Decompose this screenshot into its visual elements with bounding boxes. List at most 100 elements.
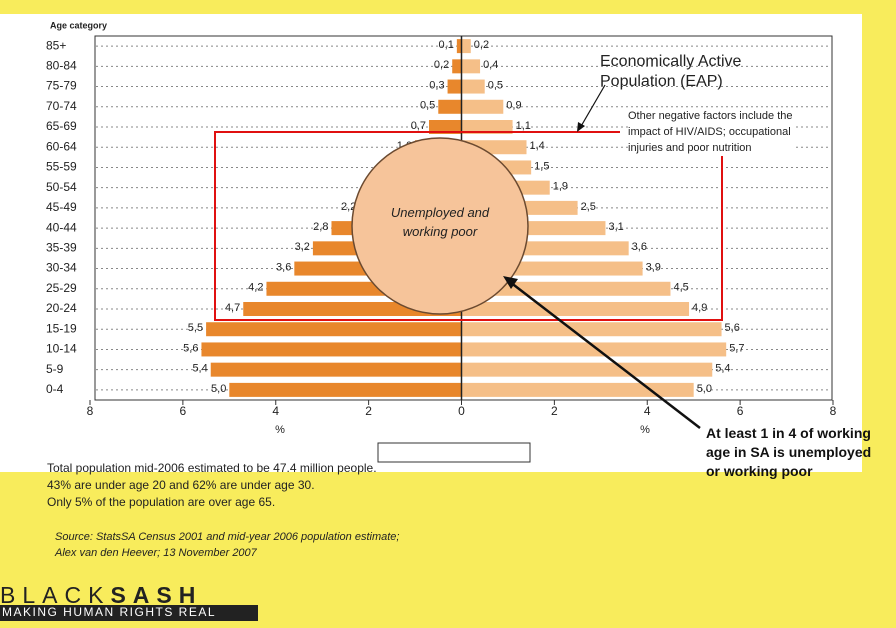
logo-bar (0, 605, 258, 621)
data-label: 5,7 (729, 342, 744, 354)
bar (206, 322, 462, 337)
data-label: 5,6 (183, 342, 198, 354)
data-label: 0,7 (411, 120, 426, 132)
y-tick-label: 55-59 (46, 160, 77, 174)
y-tick-label: 30-34 (46, 261, 77, 275)
data-label: 1,1 (516, 120, 531, 132)
y-tick-label: 80-84 (46, 59, 77, 73)
data-label: 1,5 (534, 160, 549, 172)
data-label: 2,5 (581, 201, 596, 213)
x-axis-title: % (275, 424, 285, 436)
logo-name: BLACKSASH (0, 582, 202, 608)
y-tick-label: 20-24 (46, 301, 77, 315)
highlight-circle (351, 137, 529, 315)
x-tick-label: 2 (551, 404, 558, 418)
y-tick-label: 50-54 (46, 180, 77, 194)
eap-label: Economically Active Population (EAP) (600, 53, 742, 90)
note-line: Total population mid-2006 estimated to b… (47, 461, 377, 475)
data-label: 5,6 (725, 322, 740, 334)
y-tick-label: 75-79 (46, 79, 77, 93)
data-label: 5,0 (211, 383, 226, 395)
eap-arrow (579, 84, 606, 129)
factors-box: Other negative factors include the impac… (628, 108, 793, 156)
y-tick-label: 5-9 (46, 362, 64, 376)
data-label: 3,6 (632, 241, 647, 253)
data-label: 1,9 (553, 181, 568, 193)
data-label: 4,5 (673, 282, 688, 294)
legend-box (377, 442, 531, 463)
y-axis-title: Age category (50, 20, 107, 30)
data-label: 3,9 (646, 261, 661, 273)
y-tick-label: 0-4 (46, 382, 64, 396)
data-label: 5,4 (715, 363, 730, 375)
data-label: 0,9 (506, 100, 521, 112)
data-label: 0,2 (474, 39, 489, 51)
data-label: 3,6 (276, 261, 291, 273)
data-label: 5,5 (188, 322, 203, 334)
bar (461, 382, 694, 397)
callout-text: At least 1 in 4 of working age in SA is … (706, 425, 872, 479)
bar (447, 79, 462, 94)
y-tick-label: 85+ (46, 38, 66, 52)
eap-text: Economically Active Population (EAP) (600, 53, 742, 90)
x-tick-label: 4 (644, 404, 651, 418)
y-tick-label: 40-44 (46, 220, 77, 234)
data-label: 3,2 (295, 241, 310, 253)
bar (461, 79, 485, 94)
x-tick-label: 6 (180, 404, 187, 418)
callout-box: At least 1 in 4 of working age in SA is … (706, 425, 872, 479)
plot-frame (94, 35, 833, 401)
bar (461, 362, 713, 377)
y-tick-label: 25-29 (46, 281, 77, 295)
callout-arrowhead (503, 276, 518, 289)
eap-arrowhead (577, 122, 585, 132)
callout-arrow (509, 281, 701, 429)
bar (428, 120, 462, 134)
bar (461, 120, 513, 134)
data-label: 2,2 (341, 201, 356, 213)
data-label: 3,1 (608, 221, 623, 233)
note-line: 43% are under age 20 and 62% are under a… (47, 478, 315, 492)
x-tick-label: 8 (87, 404, 94, 418)
bar (452, 59, 462, 74)
bar (461, 302, 690, 316)
circle-label-box: Unemployed and working poor (390, 205, 490, 239)
bar (461, 59, 481, 74)
bar (229, 382, 462, 397)
data-label: 0,3 (429, 79, 444, 91)
source-line: Alex van den Heever; 13 November 2007 (54, 547, 258, 559)
data-label: 0,5 (488, 79, 503, 91)
x-tick-label: 0 (458, 404, 465, 418)
x-tick-label: 8 (830, 404, 837, 418)
data-label: 4,2 (248, 282, 263, 294)
y-tick-label: 45-49 (46, 200, 77, 214)
data-label: 0,4 (483, 59, 498, 71)
data-label: 0,1 (439, 39, 454, 51)
x-tick-label: 4 (272, 404, 279, 418)
bar (461, 342, 727, 357)
factors-text: Other negative factors include the impac… (628, 108, 793, 156)
logo-light: BLACK (0, 582, 110, 608)
y-tick-label: 10-14 (46, 342, 77, 356)
data-label: 5,4 (192, 363, 207, 375)
bar (210, 362, 462, 377)
circle-label: Unemployed and working poor (390, 205, 490, 239)
bar (201, 342, 462, 357)
y-tick-label: 15-19 (46, 321, 77, 335)
eap-text-box: Economically Active Population (EAP) (600, 53, 742, 90)
y-tick-label: 65-69 (46, 119, 77, 133)
y-tick-label: 35-39 (46, 241, 77, 255)
source-line: Source: StatsSA Census 2001 and mid-year… (55, 531, 399, 543)
data-label: 4,9 (692, 302, 707, 314)
bar (456, 39, 462, 54)
x-tick-label: 2 (365, 404, 372, 418)
bar (461, 99, 504, 114)
y-tick-label: 60-64 (46, 139, 77, 153)
bar (438, 99, 462, 114)
logo-bold: SASH (110, 582, 202, 608)
data-label: 5,0 (697, 383, 712, 395)
data-label: 0,5 (420, 100, 435, 112)
data-label: 1,4 (530, 140, 545, 152)
